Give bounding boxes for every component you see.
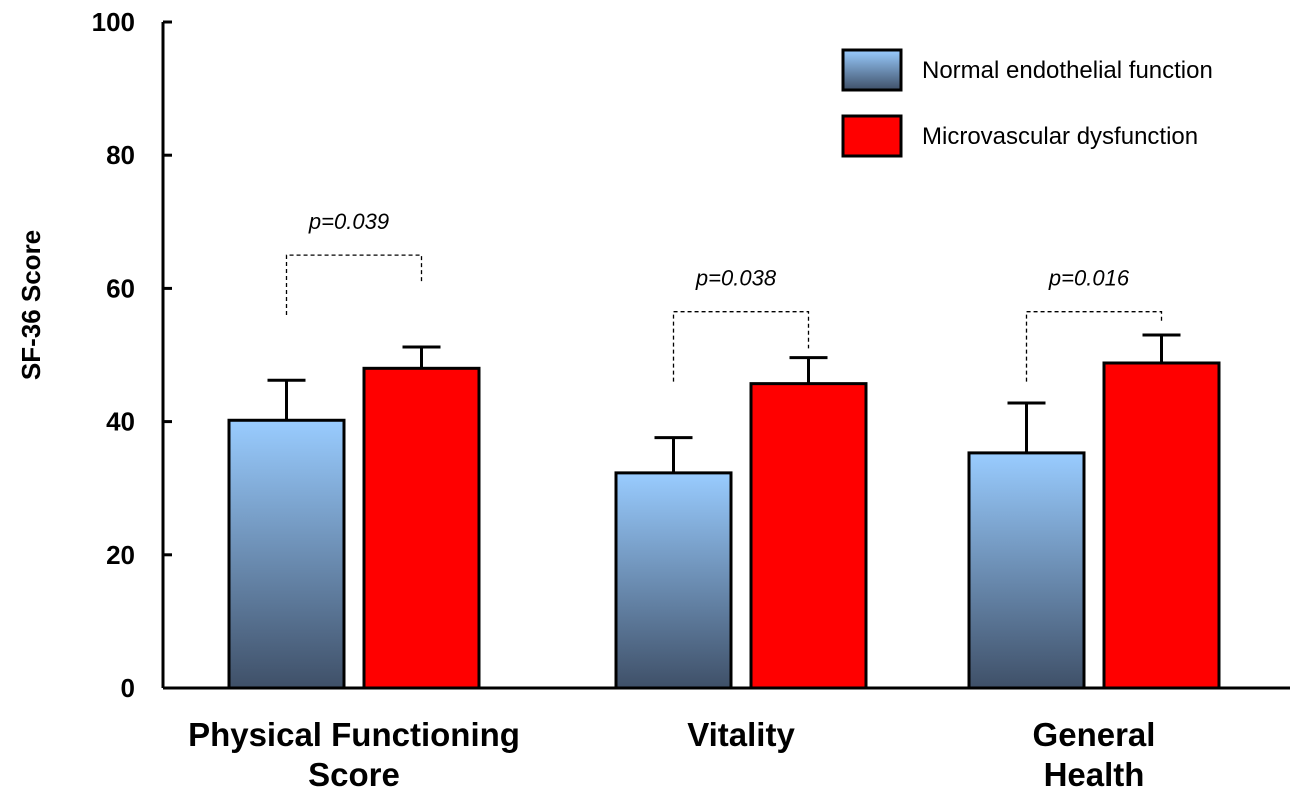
bar-normal-endothelial — [967, 451, 1086, 690]
category-label: Physical Functioning — [188, 716, 520, 753]
legend: Normal endothelial function Microvascular… — [841, 48, 1213, 158]
y-tick-label: 0 — [121, 673, 135, 703]
p-value-label: p=0.039 — [308, 209, 389, 234]
axes-group: 0 20 40 60 80 100 SF-36 Score Physical Function… — [16, 7, 1290, 793]
bars-group — [227, 333, 1221, 690]
bar-normal-endothelial — [614, 471, 733, 690]
y-tick-label: 80 — [106, 140, 135, 170]
y-tick-label: 40 — [106, 407, 135, 437]
legend-label: Normal endothelial function — [922, 57, 1213, 84]
legend-label: Microvascular dysfunction — [922, 123, 1198, 150]
bar-microvascular — [749, 382, 868, 690]
category-label: Vitality — [687, 716, 795, 753]
bar-normal-endothelial — [227, 418, 346, 690]
y-tick-label: 100 — [92, 7, 135, 37]
legend-swatch — [841, 48, 903, 92]
significance-bracket — [672, 311, 810, 382]
y-tick-label: 20 — [106, 540, 135, 570]
category-label: Health — [1044, 756, 1145, 793]
p-value-label: p=0.038 — [695, 266, 777, 291]
bar-microvascular — [362, 366, 481, 690]
legend-swatch — [841, 114, 903, 158]
p-value-label: p=0.016 — [1048, 266, 1130, 291]
bar-microvascular — [1102, 361, 1221, 690]
significance-bracket — [285, 254, 423, 316]
y-axis-title: SF-36 Score — [16, 230, 46, 380]
category-label: Score — [308, 756, 400, 793]
category-label: General — [1033, 716, 1156, 753]
y-tick-label: 60 — [106, 273, 135, 303]
annotations-group: p=0.039 p=0.038 p=0.016 — [285, 209, 1163, 382]
